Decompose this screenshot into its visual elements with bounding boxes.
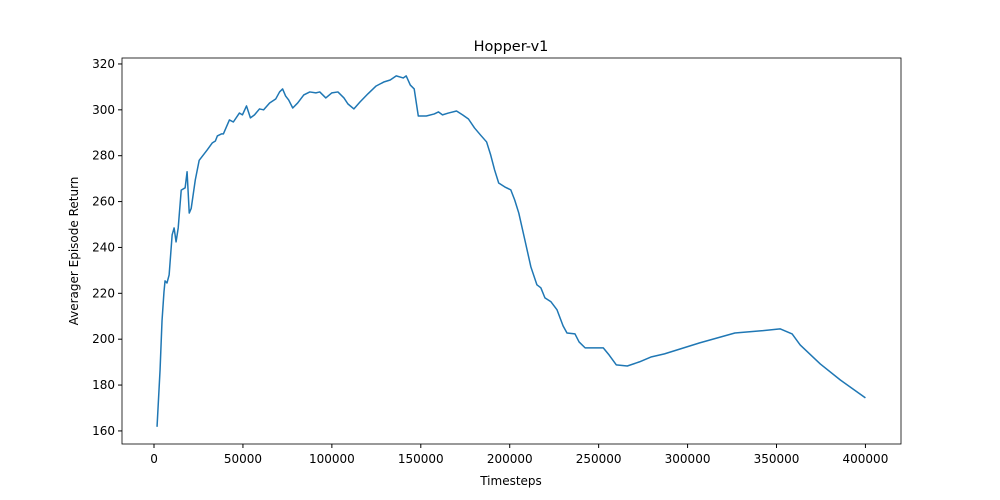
x-axis-label: Timesteps (479, 474, 542, 488)
y-tick-label: 240 (92, 240, 115, 254)
x-tick-label: 0 (150, 452, 158, 466)
x-tick-label: 250000 (576, 452, 622, 466)
y-tick-label: 160 (92, 424, 115, 438)
y-tick-label: 220 (92, 286, 115, 300)
y-axis-label: Averager Episode Return (67, 177, 81, 326)
x-tick-label: 350000 (754, 452, 800, 466)
y-tick-label: 260 (92, 195, 115, 209)
x-tick-label: 100000 (309, 452, 355, 466)
y-tick-label: 320 (92, 57, 115, 71)
y-tick-label: 280 (92, 149, 115, 163)
plot-frame (121, 57, 902, 445)
x-tick-label: 150000 (398, 452, 444, 466)
x-tick-label: 50000 (224, 452, 262, 466)
y-tick-label: 300 (92, 103, 115, 117)
x-tick-label: 200000 (487, 452, 533, 466)
line (156, 75, 866, 427)
y-tick-label: 180 (92, 378, 115, 392)
y-tick-label: 200 (92, 332, 115, 346)
chart-title: Hopper-v1 (474, 39, 549, 55)
x-tick-label: 400000 (843, 452, 889, 466)
x-tick-label: 300000 (665, 452, 711, 466)
